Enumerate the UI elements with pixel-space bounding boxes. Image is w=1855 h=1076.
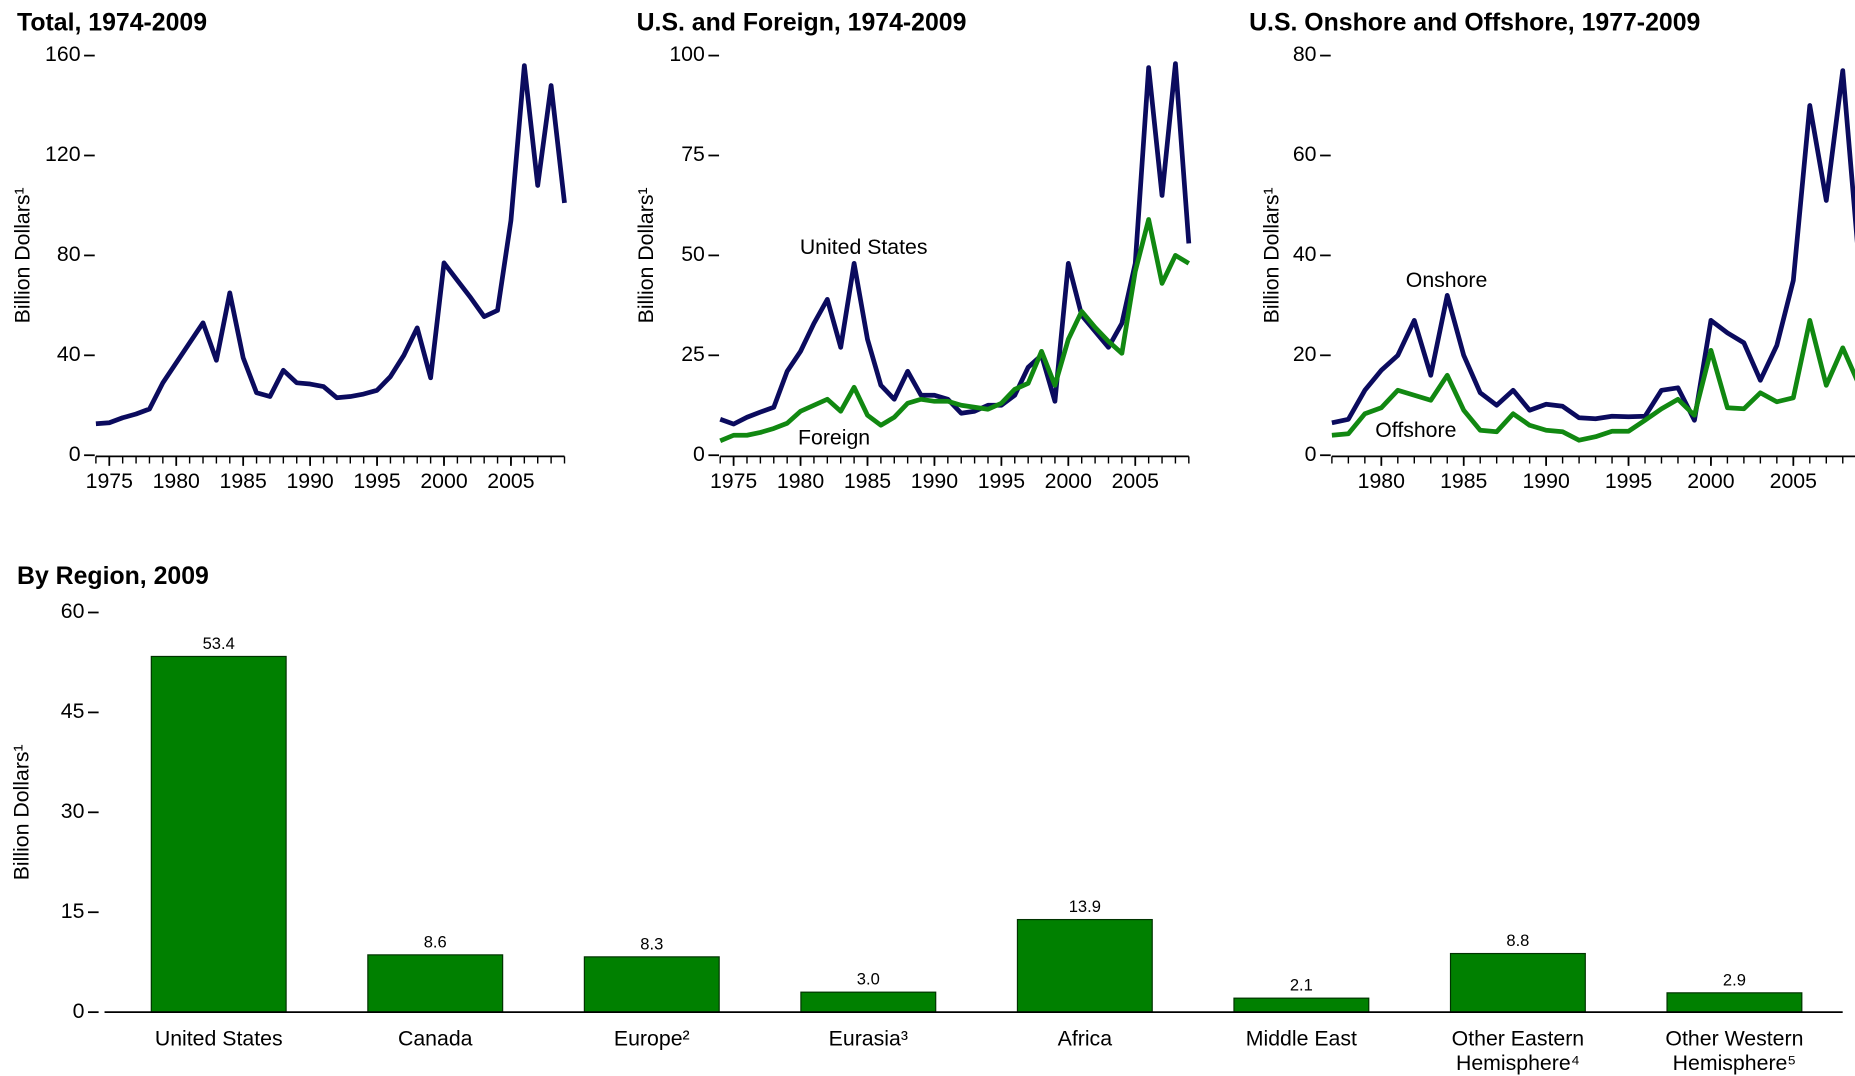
y-tick-label: 50	[681, 242, 705, 266]
x-tick-label: 2000	[1045, 469, 1092, 493]
value-label: 2.9	[1723, 970, 1746, 989]
y-tick-label: 160	[45, 42, 80, 66]
x-tick-label: 1990	[911, 469, 958, 493]
x-tick-label: Other Eastern Hemisphere⁴	[1451, 1026, 1585, 1075]
x-tick-label: 1975	[710, 469, 757, 493]
line-series	[719, 217, 1191, 444]
x-tick-label: Canada	[397, 1026, 473, 1050]
value-label: 8.6	[424, 932, 447, 951]
series-label: United States	[800, 235, 928, 259]
x-tick-label: 2005	[1112, 469, 1159, 493]
x-tick-label-box: United States	[154, 1026, 283, 1050]
y-tick-label: 15	[61, 899, 85, 923]
y-axis-label: Billion Dollars¹	[634, 187, 658, 323]
bar	[367, 954, 504, 1013]
x-tick-label: 1975	[86, 469, 133, 493]
y-tick-label: 100	[669, 42, 704, 66]
x-tick-label: 1990	[1522, 469, 1569, 493]
x-tick-label: United States	[154, 1026, 283, 1050]
y-axis-label: Billion Dollars¹	[11, 187, 35, 323]
x-tick-label: 1980	[1358, 469, 1405, 493]
x-tick-label: 1995	[978, 469, 1025, 493]
bar	[1016, 918, 1153, 1013]
bar	[1666, 992, 1803, 1013]
y-tick-label: 0	[693, 442, 705, 466]
x-tick-label-box: Europe²	[613, 1026, 690, 1050]
value-label: 8.8	[1506, 931, 1529, 950]
line-series	[719, 61, 1192, 427]
x-tick-label: Europe²	[613, 1026, 690, 1050]
x-tick-label: 1985	[844, 469, 891, 493]
y-tick-label: 40	[1293, 242, 1317, 266]
x-tick-label-box: Africa	[1057, 1026, 1113, 1050]
line-series	[95, 63, 567, 427]
x-tick-label-box: Canada	[397, 1026, 473, 1050]
x-tick-label: Eurasia³	[828, 1026, 908, 1050]
bar	[800, 991, 937, 1013]
y-tick-label: 0	[1305, 442, 1317, 466]
bar	[1233, 997, 1370, 1013]
y-tick-label: 75	[681, 142, 705, 166]
bar	[583, 956, 720, 1013]
y-tick-label: 20	[1293, 342, 1317, 366]
chart-title: U.S. and Foreign, 1974-2009	[637, 10, 967, 37]
y-tick-label: 80	[57, 242, 81, 266]
x-tick-label: 2005	[487, 469, 534, 493]
y-axis-label: Billion Dollars¹	[1259, 187, 1283, 323]
y-tick-label: 0	[69, 442, 81, 466]
x-tick-label: 1990	[286, 469, 333, 493]
series-label: Onshore	[1406, 268, 1488, 292]
value-label: 2.1	[1290, 976, 1313, 995]
x-tick-label: 1985	[220, 469, 267, 493]
x-tick-label-box: Eurasia³	[828, 1026, 908, 1050]
y-tick-label: 60	[1293, 142, 1317, 166]
bar	[150, 655, 287, 1013]
y-tick-label: 45	[61, 699, 85, 723]
x-tick-label: 1985	[1440, 469, 1487, 493]
x-tick-label: Africa	[1057, 1026, 1113, 1050]
x-tick-label: Other Western Hemisphere⁵	[1665, 1026, 1804, 1075]
value-label: 3.0	[857, 970, 880, 989]
value-label: 13.9	[1069, 897, 1101, 916]
x-tick-label-box: Other Western Hemisphere⁵	[1665, 1026, 1804, 1075]
x-tick-label: Middle East	[1245, 1026, 1357, 1050]
x-tick-label-box: Middle East	[1245, 1026, 1357, 1050]
y-tick-label: 30	[61, 799, 85, 823]
value-label: 53.4	[203, 634, 235, 653]
y-tick-label: 0	[73, 999, 85, 1023]
value-label: 8.3	[640, 934, 663, 953]
bar	[1449, 952, 1586, 1013]
x-tick-label: 2000	[420, 469, 467, 493]
chart-title: Total, 1974-2009	[17, 10, 207, 37]
y-tick-label: 120	[45, 142, 80, 166]
y-axis-label: Billion Dollars¹	[10, 744, 34, 880]
x-tick-label: 2005	[1770, 469, 1817, 493]
y-tick-label: 60	[61, 599, 85, 623]
x-tick-label: 1980	[153, 469, 200, 493]
series-label: Offshore	[1375, 418, 1456, 442]
x-tick-label-box: Other Eastern Hemisphere⁴	[1451, 1026, 1585, 1075]
x-tick-label: 1995	[1605, 469, 1652, 493]
x-tick-label: 2000	[1687, 469, 1734, 493]
series-label: Foreign	[798, 425, 870, 449]
chart-title: U.S. Onshore and Offshore, 1977-2009	[1249, 10, 1700, 37]
y-tick-label: 80	[1293, 42, 1317, 66]
x-tick-label: 1995	[353, 469, 400, 493]
y-tick-label: 25	[681, 342, 705, 366]
x-tick-label: 1980	[777, 469, 824, 493]
y-tick-label: 40	[57, 342, 81, 366]
line-series	[1331, 317, 1855, 443]
chart-title: By Region, 2009	[17, 563, 209, 590]
line-series	[1331, 68, 1855, 426]
